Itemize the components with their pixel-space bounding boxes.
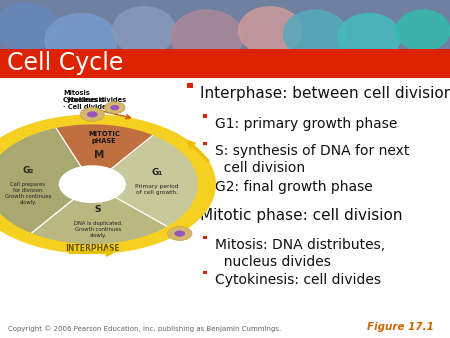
Text: Figure 17.1: Figure 17.1 [367,322,434,332]
Text: Interphase: between cell divisions: Interphase: between cell divisions [200,86,450,101]
Ellipse shape [167,227,192,240]
Text: DNA is duplicated.
Growth continues
slowly.: DNA is duplicated. Growth continues slow… [74,221,122,238]
Text: G₂: G₂ [22,166,34,175]
Bar [202,236,207,239]
Text: Primary period
of cell growth.: Primary period of cell growth. [135,185,179,195]
Circle shape [171,10,243,64]
Ellipse shape [80,107,104,121]
Ellipse shape [0,114,216,254]
Text: Cytokinesis: cell divides: Cytokinesis: cell divides [215,273,381,287]
Text: G₁: G₁ [151,168,162,177]
Circle shape [0,3,58,51]
Text: INTERPHASE: INTERPHASE [65,244,120,253]
Bar [187,204,193,209]
Bar [202,177,207,181]
Ellipse shape [0,125,197,243]
Text: Cell prepares
for division.
Growth continues
slowly.: Cell prepares for division. Growth conti… [4,183,51,205]
Circle shape [112,7,176,54]
Text: Mitosis
· Nucleus divides: Mitosis · Nucleus divides [63,90,126,102]
Text: Mitosis: DNA distributes,
  nucleus divides: Mitosis: DNA distributes, nucleus divide… [215,238,385,269]
Polygon shape [32,184,166,243]
Polygon shape [92,136,197,226]
Bar [0,0,450,52]
Polygon shape [56,125,153,184]
Text: Copyright © 2006 Pearson Education, Inc. publishing as Benjamin Cummings.: Copyright © 2006 Pearson Education, Inc.… [8,325,281,332]
Text: G1: primary growth phase: G1: primary growth phase [215,117,397,130]
Text: Mitotic phase: cell division: Mitotic phase: cell division [200,208,403,222]
Text: MITOTIC
pHASE: MITOTIC pHASE [88,131,120,144]
Bar [202,271,207,274]
Ellipse shape [87,111,98,117]
Ellipse shape [104,102,125,114]
Circle shape [284,10,346,57]
Ellipse shape [58,165,126,203]
Bar [202,142,207,145]
Bar [202,114,207,118]
Ellipse shape [110,105,119,110]
Text: S: synthesis of DNA for next
  cell division: S: synthesis of DNA for next cell divisi… [215,144,410,175]
Text: Cytokinesis
· Cell divides: Cytokinesis · Cell divides [63,97,111,110]
Text: Cell Cycle: Cell Cycle [7,51,124,75]
Text: M: M [94,150,105,160]
Circle shape [396,10,450,51]
Ellipse shape [174,231,185,237]
Circle shape [45,14,117,68]
Polygon shape [0,129,92,233]
Text: S: S [94,205,101,214]
Bar [0,49,450,78]
Circle shape [238,7,302,54]
Bar [187,83,193,88]
Circle shape [338,14,400,61]
Text: G2: final growth phase: G2: final growth phase [215,180,373,194]
